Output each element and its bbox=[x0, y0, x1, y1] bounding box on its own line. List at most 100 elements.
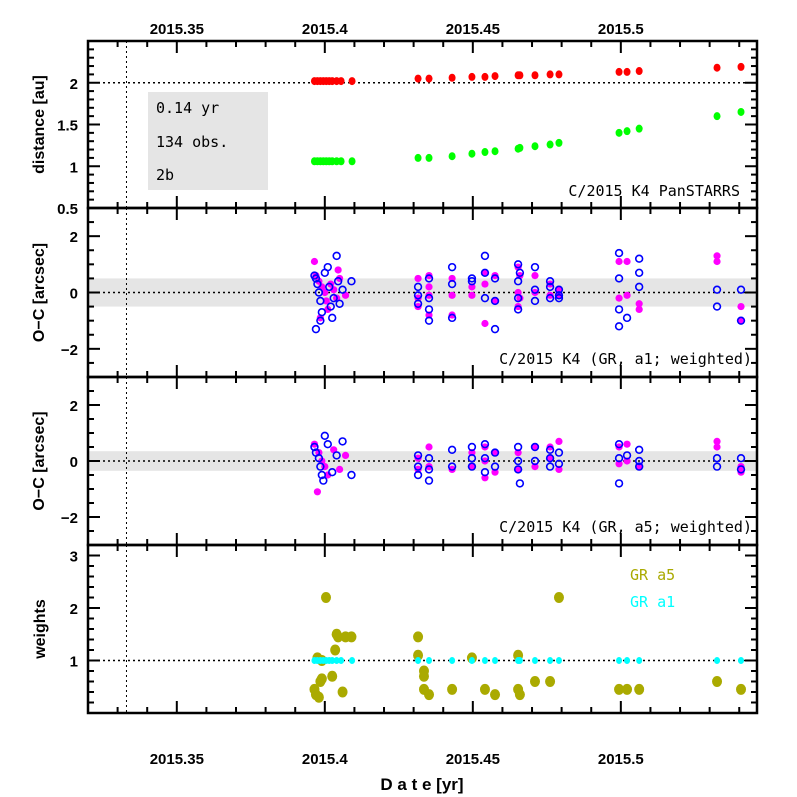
residual-point-open bbox=[736, 285, 746, 294]
data-point bbox=[414, 74, 422, 83]
data-point bbox=[337, 157, 345, 166]
info-span: 0.14 yr bbox=[156, 99, 219, 117]
data-point bbox=[737, 107, 745, 116]
data-point bbox=[414, 153, 422, 162]
residual-point-open bbox=[314, 288, 324, 297]
residual-point-open bbox=[545, 282, 555, 292]
residual-point-open bbox=[328, 313, 337, 323]
weight-point-a5 bbox=[553, 592, 564, 603]
weight-point-a5 bbox=[333, 631, 344, 643]
y-axis-label: weights bbox=[32, 599, 49, 660]
residual-point-open bbox=[513, 277, 523, 286]
residual-point-open bbox=[545, 445, 555, 454]
residual-point-filled bbox=[514, 288, 522, 297]
residual-point-filled bbox=[336, 465, 344, 473]
residual-point-filled bbox=[481, 474, 489, 482]
residual-point-filled bbox=[468, 463, 476, 471]
residual-point-open bbox=[614, 479, 624, 488]
x-axis-label: D a t e [yr] bbox=[380, 775, 463, 794]
residual-point-open bbox=[338, 285, 347, 294]
residual-point-open bbox=[447, 262, 457, 272]
residual-point-open bbox=[424, 305, 434, 314]
residual-point-open bbox=[545, 462, 555, 471]
residual-point-open bbox=[311, 274, 321, 283]
residual-point-open bbox=[316, 462, 325, 471]
weight-point-a1 bbox=[624, 657, 631, 664]
weight-point-a1 bbox=[636, 657, 643, 664]
residual-point-filled bbox=[514, 449, 522, 457]
residual-point-open bbox=[513, 305, 523, 314]
weight-point-a5 bbox=[529, 676, 540, 687]
data-point bbox=[615, 128, 623, 137]
panel1-annotation: C/2015 K4 PanSTARRS bbox=[568, 182, 740, 200]
residual-point-open bbox=[490, 274, 500, 283]
data-point bbox=[468, 149, 476, 158]
residual-point-open bbox=[467, 274, 477, 283]
residual-point-open bbox=[467, 277, 477, 286]
residual-point-open bbox=[634, 462, 644, 471]
x-tick-label-bottom: 2015.5 bbox=[598, 751, 644, 768]
weight-point-a1 bbox=[555, 657, 562, 664]
residual-point-open bbox=[424, 454, 434, 463]
weight-point-a1 bbox=[616, 657, 623, 664]
weight-point-a5 bbox=[622, 683, 633, 695]
y-tick-label: 2 bbox=[70, 76, 78, 93]
residual-point-open bbox=[332, 451, 341, 460]
residual-point-filled bbox=[531, 272, 539, 280]
residual-point-filled bbox=[737, 317, 745, 325]
weight-point-a5 bbox=[545, 676, 556, 687]
residual-point-open bbox=[467, 454, 477, 463]
residual-point-filled bbox=[414, 274, 422, 283]
residual-point-open bbox=[335, 299, 344, 308]
residual-point-open bbox=[317, 308, 327, 317]
info-box: 0.14 yr 134 obs. 2b bbox=[148, 92, 268, 190]
weight-point-a5 bbox=[320, 592, 331, 603]
data-point bbox=[635, 67, 643, 76]
residual-point-open bbox=[480, 268, 490, 277]
y-tick-label: 2 bbox=[70, 601, 78, 618]
residual-point-open bbox=[314, 454, 324, 463]
data-point bbox=[337, 77, 345, 86]
x-tick-label-top: 2015.35 bbox=[150, 21, 204, 38]
residual-point-open bbox=[413, 291, 423, 300]
residual-point-open bbox=[513, 456, 523, 466]
weight-point-a5 bbox=[479, 683, 490, 695]
y-tick-label: −2 bbox=[61, 510, 78, 527]
residual-point-open bbox=[614, 274, 624, 283]
residual-point-open bbox=[530, 285, 540, 294]
data-point bbox=[468, 72, 476, 81]
residual-point-filled bbox=[425, 311, 433, 319]
residual-point-open bbox=[328, 468, 337, 477]
residual-point-open bbox=[320, 431, 330, 440]
weight-point-a5 bbox=[634, 683, 645, 695]
weight-point-a5 bbox=[413, 649, 424, 661]
residual-point-open bbox=[515, 479, 525, 488]
residual-point-open bbox=[317, 470, 327, 480]
residual-point-open bbox=[313, 279, 322, 289]
data-point bbox=[713, 63, 721, 72]
weight-point-a1 bbox=[338, 657, 345, 664]
residual-point-filled bbox=[713, 443, 721, 451]
weight-point-a5 bbox=[413, 631, 424, 643]
residual-point-filled bbox=[546, 454, 554, 462]
residual-point-open bbox=[554, 293, 564, 303]
residual-point-filled bbox=[481, 319, 489, 328]
residual-point-open bbox=[413, 451, 423, 460]
data-point bbox=[516, 71, 524, 80]
info-code: 2b bbox=[156, 166, 174, 184]
weight-point-a5 bbox=[447, 683, 458, 695]
residual-point-filled bbox=[635, 305, 643, 313]
data-point bbox=[531, 71, 539, 80]
residual-point-filled bbox=[623, 291, 631, 299]
residual-point-open bbox=[319, 476, 328, 485]
residual-point-open bbox=[513, 442, 523, 452]
residual-point-filled bbox=[468, 449, 476, 457]
residual-point-open bbox=[333, 277, 343, 286]
residual-point-open bbox=[736, 316, 746, 325]
y-tick-label: 0 bbox=[70, 454, 78, 471]
residual-point-open bbox=[513, 465, 523, 474]
residual-point-filled bbox=[623, 440, 631, 448]
panel2-annotation: C/2015 K4 (GR, a1; weighted) bbox=[499, 350, 752, 368]
data-point bbox=[491, 72, 499, 81]
